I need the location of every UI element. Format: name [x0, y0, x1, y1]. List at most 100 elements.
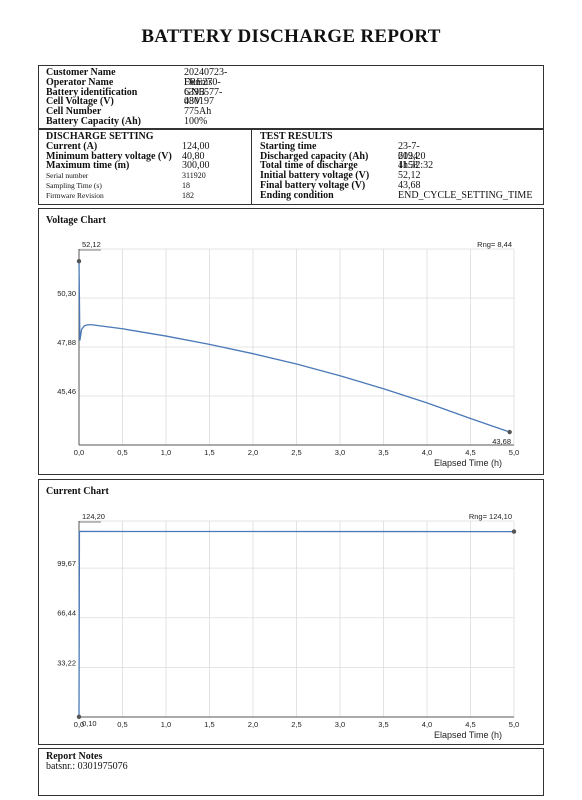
discharge-setting-row: Current (A): [46, 140, 172, 152]
info-value: 775Ah: [184, 106, 212, 118]
discharge-setting-value: 124,00: [182, 140, 210, 152]
x-tick-label: 0,0: [74, 448, 84, 457]
info-label: Cell Number: [46, 106, 102, 118]
settings-results-box: [38, 129, 544, 205]
discharge-setting-value: 311920: [182, 171, 206, 181]
info-value: Dennis: [184, 76, 213, 88]
discharge-setting-value: 182: [182, 190, 194, 200]
y-tick-label: 45,46: [57, 387, 76, 396]
end-point-marker: [511, 529, 517, 534]
end-value-label: 0,10: [82, 719, 97, 728]
info-row: Battery Capacity (Ah): [46, 117, 141, 127]
test-results-value: 52,12: [398, 170, 421, 182]
y-tick-label: 99,67: [57, 559, 76, 568]
report-title: BATTERY DISCHARGE REPORT: [141, 26, 441, 47]
x-tick-label: 5,0: [509, 720, 519, 729]
info-row: Cell Number: [46, 107, 141, 117]
x-tick-label: 4,5: [465, 448, 475, 457]
x-tick-label: 1,5: [204, 720, 214, 729]
report-notes-title: Report Notes: [46, 751, 103, 762]
x-tick-label: 3,0: [335, 720, 345, 729]
discharge-setting-heading: DISCHARGE SETTING: [46, 131, 154, 142]
info-label: Battery identification: [46, 86, 138, 98]
test-results-value: 23-7-2024 11:32:32: [398, 140, 434, 172]
info-label: Operator Name: [46, 76, 114, 88]
test-results-label: Starting time: [260, 140, 317, 152]
test-results-row: Discharged capacity (Ah): [260, 150, 369, 162]
range-label: Rng= 8,44: [477, 240, 512, 249]
voltage-chart-box: [38, 208, 544, 475]
end-point-marker: [507, 429, 512, 435]
x-tick-label: 1,0: [161, 448, 171, 457]
x-tick-label: 2,5: [291, 720, 301, 729]
x-tick-label: 2,5: [291, 448, 301, 457]
x-tick-label: 0,0: [74, 720, 84, 729]
discharge-setting-row: Sampling Time (s): [46, 181, 172, 191]
info-row: Cell Voltage (V): [46, 97, 141, 107]
discharge-setting-section: DISCHARGE SETTING Current (A) 124,00 Minimu…: [46, 131, 210, 201]
voltage-chart: 0,0 0,5 1,0 1,5 2,0 2,5 3,0 3,5 4,0 4,5 5,0 50,30 47…: [57, 240, 519, 468]
discharge-setting-row: Serial number: [46, 171, 172, 181]
info-row: Customer Name: [46, 68, 141, 78]
discharge-setting-value: 300,00: [182, 160, 210, 172]
info-value: 48V: [184, 96, 202, 108]
test-results-row: Final battery voltage (V): [260, 181, 369, 191]
x-axis-label: Elapsed Time (h): [434, 458, 502, 468]
end-value-label: 43,68: [492, 437, 511, 446]
start-value-label: 52,12: [82, 240, 101, 249]
range-label: Rng= 124,10: [469, 512, 512, 521]
discharge-setting-label: Current (A): [46, 140, 98, 152]
current-chart: 0,0 0,5 1,0 1,5 2,0 2,5 3,0 3,5 4,0 4,5 5,0 99,67 66…: [57, 512, 519, 740]
y-tick-label: 50,30: [57, 289, 76, 298]
x-tick-label: 3,5: [378, 720, 388, 729]
report-notes-box: [38, 748, 544, 796]
discharge-setting-label: Firmware Revision: [46, 190, 104, 200]
start-value-label: 124,20: [82, 512, 105, 521]
x-tick-label: 5,0: [509, 448, 519, 457]
info-row: Operator Name: [46, 76, 141, 88]
info-value: 100%: [184, 116, 208, 127]
test-results-label: Discharged capacity (Ah): [260, 150, 369, 162]
discharge-setting-row: Firmware Revision: [46, 191, 172, 201]
settings-results-divider: [251, 129, 252, 205]
test-results-section: TEST RESULTS Starting time 23-7-2024 11:32…: [260, 131, 532, 201]
info-label: Battery Capacity (Ah): [46, 115, 141, 127]
discharge-setting-value: 40,80: [182, 150, 205, 162]
test-results-row: Total time of discharge: [260, 161, 369, 171]
series-line: [78, 530, 515, 717]
info-label: Customer Name: [46, 67, 116, 78]
info-value: GNB: [184, 86, 206, 98]
y-tick-label: 33,22: [57, 658, 76, 667]
x-tick-label: 2,0: [248, 720, 258, 729]
info-value: 20240723-FRE270-6395577-030197: [184, 67, 228, 108]
test-results-label: Initial battery voltage (V): [260, 170, 370, 182]
battery-info-box: [38, 65, 544, 129]
test-results-value: END_CYCLE_SETTING_TIME: [398, 189, 533, 201]
test-results-row: Ending condition: [260, 189, 369, 201]
discharge-setting-value: 18: [182, 181, 190, 190]
x-tick-label: 0,5: [117, 720, 127, 729]
info-row: Battery identification: [46, 86, 141, 98]
test-results-value: 4h58': [398, 160, 420, 172]
test-results-heading: TEST RESULTS: [260, 131, 333, 142]
current-chart-title: Current Chart: [46, 486, 109, 497]
test-results-value: 43,68: [398, 180, 421, 191]
series-line: [78, 261, 510, 433]
test-results-label: Final battery voltage (V): [260, 179, 366, 191]
x-tick-label: 2,0: [248, 448, 258, 457]
discharge-setting-row: Maximum time (m): [46, 161, 172, 171]
y-tick-label: 47,88: [57, 338, 76, 347]
x-tick-label: 3,5: [378, 448, 388, 457]
start-point-marker: [76, 258, 82, 264]
discharge-setting-label: Serial number: [46, 171, 89, 181]
discharge-setting-label: Minimum battery voltage (V): [46, 150, 172, 162]
x-tick-label: 1,5: [204, 448, 214, 457]
test-results-label: Total time of discharge: [260, 160, 358, 172]
test-results-row: Initial battery voltage (V): [260, 171, 369, 181]
test-results-row: Starting time: [260, 140, 369, 152]
y-tick-label: 66,44: [57, 609, 76, 618]
discharge-setting-row: Minimum battery voltage (V): [46, 150, 172, 162]
x-tick-label: 0,5: [117, 448, 127, 457]
voltage-chart-title: Voltage Chart: [46, 215, 106, 226]
test-results-label: Ending condition: [260, 189, 334, 201]
